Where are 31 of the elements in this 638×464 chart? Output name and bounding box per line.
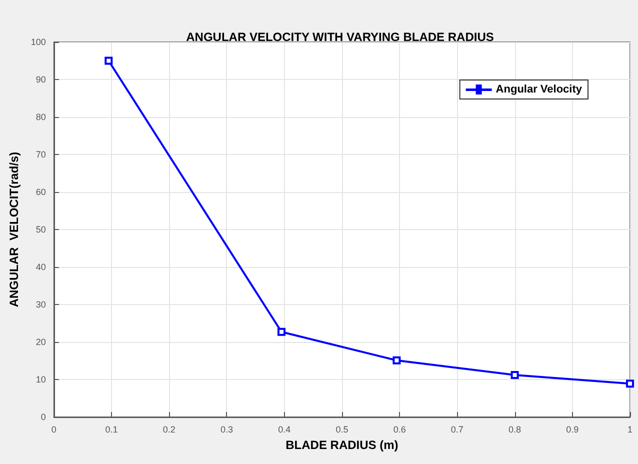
x-tick-label: 0.2	[162, 424, 176, 434]
y-tick-label: 40	[36, 262, 46, 272]
y-tick-label: 0	[40, 412, 46, 422]
x-tick-label: 0	[51, 424, 56, 434]
x-tick-label: 0.9	[566, 424, 579, 434]
y-tick-label: 10	[36, 374, 46, 384]
x-tick-label: 0.3	[220, 424, 233, 434]
y-tick-label: 50	[36, 224, 46, 234]
x-tick-label: 0.6	[393, 424, 406, 434]
x-tick-label: 0.8	[508, 424, 522, 434]
x-axis-title: BLADE RADIUS (m)	[286, 438, 398, 452]
y-tick-label: 30	[36, 300, 46, 310]
y-tick-label: 80	[36, 112, 46, 122]
point	[510, 371, 519, 379]
x-tick-label: 1	[627, 424, 633, 434]
y-tick-label: 100	[30, 37, 46, 47]
y-tick-label: 90	[36, 74, 46, 84]
point	[277, 328, 286, 336]
chart-title: ANGULAR VELOCITY WITH VARYING BLADE RADIUS	[186, 30, 494, 44]
point	[626, 380, 634, 388]
y-tick-label: 20	[36, 337, 46, 347]
x-tick-label: 0.7	[450, 424, 464, 434]
x-tick-label: 0.5	[336, 424, 348, 434]
y-axis-title: ANGULAR VELOCIT(rad/s)	[7, 152, 21, 308]
legend-label: Angular Velocity	[496, 84, 583, 96]
point	[392, 356, 401, 364]
x-tick-label: 0.1	[105, 424, 118, 434]
y-tick-label: 60	[36, 187, 46, 197]
x-tick-label: 0.4	[278, 424, 291, 434]
point	[104, 56, 113, 65]
y-tick-label: 70	[36, 150, 46, 160]
